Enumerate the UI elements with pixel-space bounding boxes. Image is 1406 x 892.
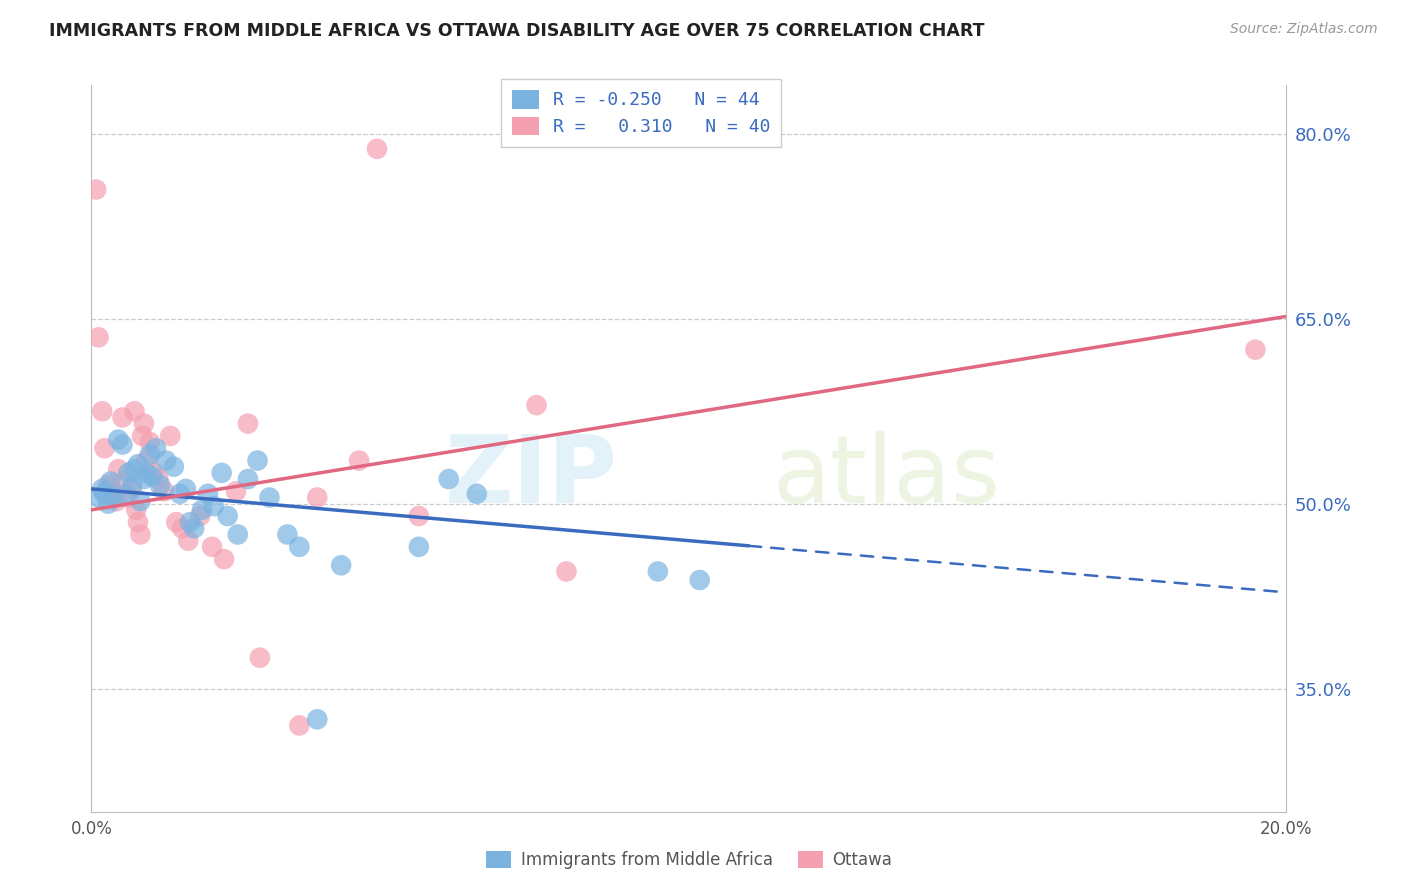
Point: [647, 565, 669, 579]
Point: [155, 453, 177, 467]
Point: [129, 527, 152, 541]
Point: [93, 487, 115, 501]
Point: [1244, 343, 1267, 357]
Point: [288, 718, 311, 732]
Point: [127, 515, 149, 529]
Point: [177, 533, 200, 548]
Point: [689, 573, 711, 587]
Point: [202, 499, 225, 513]
Point: [97, 478, 120, 492]
Point: [100, 475, 122, 489]
Point: [117, 466, 139, 480]
Point: [307, 491, 329, 505]
Legend: Immigrants from Middle Africa, Ottawa: Immigrants from Middle Africa, Ottawa: [479, 845, 898, 876]
Text: IMMIGRANTS FROM MIDDLE AFRICA VS OTTAWA DISABILITY AGE OVER 75 CORRELATION CHART: IMMIGRANTS FROM MIDDLE AFRICA VS OTTAWA …: [49, 22, 984, 40]
Point: [408, 540, 430, 554]
Point: [555, 565, 578, 579]
Point: [236, 472, 259, 486]
Point: [87, 491, 110, 505]
Point: [124, 462, 146, 476]
Point: [139, 435, 162, 450]
Text: atlas: atlas: [772, 432, 1001, 524]
Point: [91, 482, 114, 496]
Point: [165, 515, 187, 529]
Point: [408, 508, 430, 523]
Point: [141, 469, 163, 483]
Point: [153, 484, 176, 499]
Point: [201, 540, 224, 554]
Point: [97, 497, 120, 511]
Point: [103, 491, 125, 505]
Point: [132, 417, 155, 431]
Point: [330, 558, 353, 573]
Point: [125, 503, 148, 517]
Point: [107, 462, 129, 476]
Point: [111, 437, 134, 451]
Point: [93, 441, 115, 455]
Point: [172, 521, 194, 535]
Point: [131, 429, 153, 443]
Point: [84, 182, 107, 196]
Point: [121, 478, 143, 492]
Point: [148, 472, 170, 486]
Point: [366, 142, 388, 156]
Point: [135, 466, 157, 480]
Point: [159, 429, 181, 443]
Point: [183, 521, 205, 535]
Point: [149, 478, 172, 492]
Point: [127, 457, 149, 471]
Point: [107, 433, 129, 447]
Point: [117, 491, 139, 505]
Point: [246, 453, 269, 467]
Point: [163, 459, 186, 474]
Point: [465, 487, 488, 501]
Point: [87, 330, 110, 344]
Point: [91, 404, 114, 418]
Point: [276, 527, 298, 541]
Point: [236, 417, 259, 431]
Point: [145, 441, 167, 455]
Point: [132, 472, 155, 486]
Point: [174, 482, 197, 496]
Point: [259, 491, 281, 505]
Point: [437, 472, 460, 486]
Point: [212, 552, 235, 566]
Point: [111, 410, 134, 425]
Point: [249, 650, 271, 665]
Point: [188, 508, 211, 523]
Point: [226, 527, 249, 541]
Point: [347, 453, 370, 467]
Point: [179, 515, 201, 529]
Text: Source: ZipAtlas.com: Source: ZipAtlas.com: [1230, 22, 1378, 37]
Point: [225, 484, 247, 499]
Point: [211, 466, 233, 480]
Point: [100, 482, 122, 496]
Point: [526, 398, 548, 412]
Point: [169, 487, 191, 501]
Point: [129, 494, 152, 508]
Point: [124, 404, 146, 418]
Point: [121, 482, 143, 496]
Point: [217, 508, 239, 523]
Point: [115, 487, 138, 501]
Point: [288, 540, 311, 554]
Point: [103, 487, 125, 501]
Point: [135, 453, 157, 467]
Point: [105, 494, 128, 508]
Point: [307, 712, 329, 726]
Point: [191, 503, 214, 517]
Text: ZIP: ZIP: [444, 432, 617, 524]
Point: [197, 487, 219, 501]
Point: [112, 475, 135, 489]
Point: [139, 447, 162, 461]
Point: [143, 466, 166, 480]
